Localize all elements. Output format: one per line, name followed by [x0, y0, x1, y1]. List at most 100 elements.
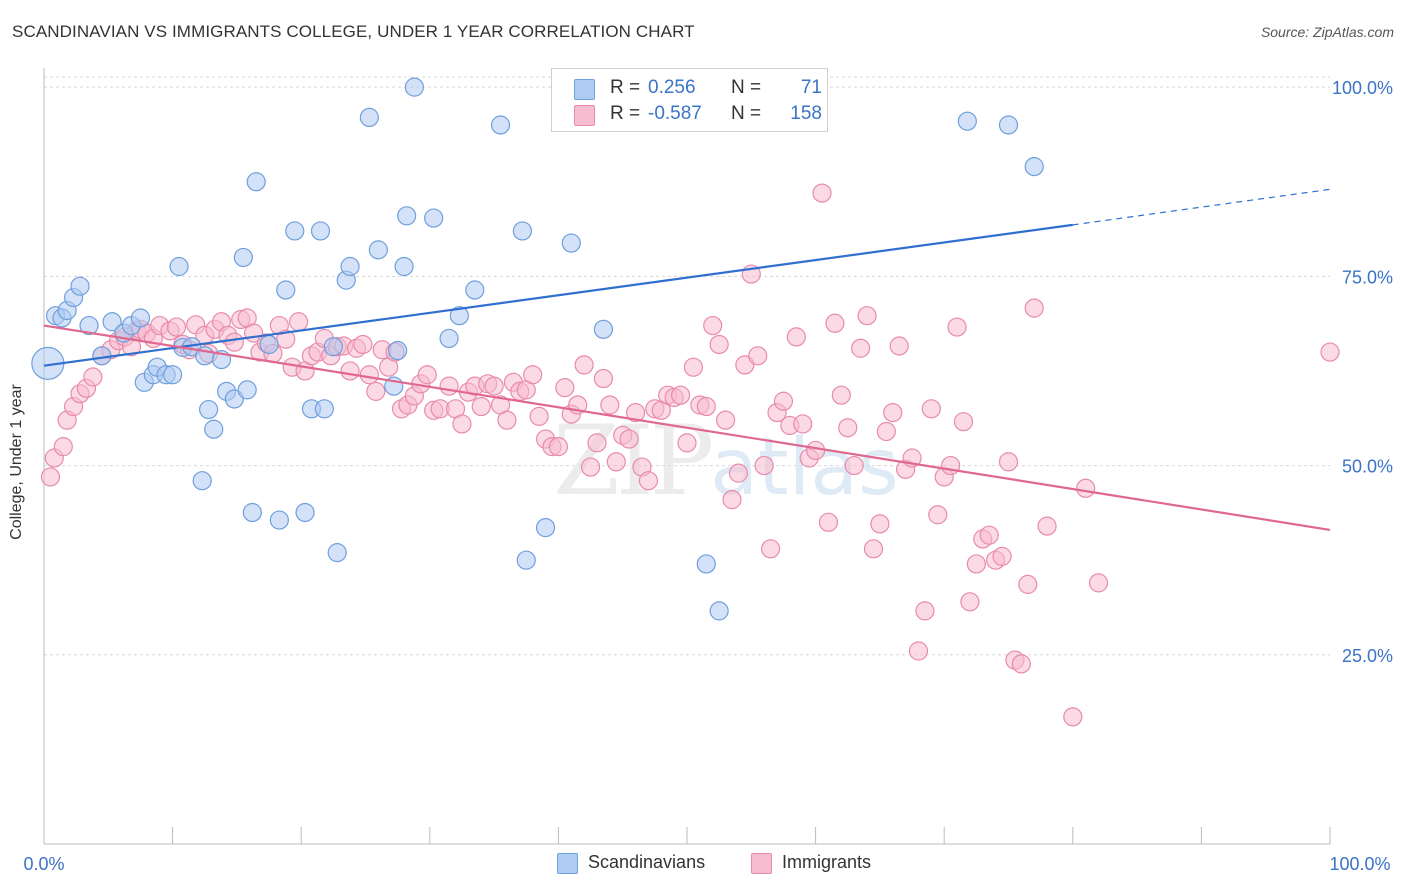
r-value: 0.256 — [648, 77, 696, 98]
pink-swatch — [751, 853, 772, 874]
legend-label: Scandinavians — [588, 852, 706, 872]
immigrant-point — [353, 334, 373, 355]
immigrant-point — [580, 457, 601, 477]
chart-title: SCANDINAVIAN VS IMMIGRANTS COLLEGE, UNDE… — [12, 22, 695, 41]
scandinavian-point — [998, 115, 1019, 135]
immigrant-point — [998, 452, 1019, 472]
immigrant-point — [863, 539, 884, 559]
immigrant-point — [857, 306, 877, 326]
legend-label: Immigrants — [782, 852, 872, 872]
immigrant-point — [1024, 298, 1044, 318]
y-tick-label: 75.0% — [1342, 267, 1393, 287]
immigrant-point — [908, 641, 929, 661]
pink-swatch — [574, 105, 595, 126]
immigrant-point — [574, 355, 594, 375]
immigrant-point — [979, 525, 999, 545]
scandinavian-point — [535, 518, 556, 538]
immigrant-point — [683, 357, 704, 377]
immigrant-point — [670, 385, 691, 405]
n-value: 158 — [790, 103, 822, 124]
scandinavian-point — [233, 247, 253, 268]
immigrant-point — [703, 315, 723, 336]
immigrant-point — [953, 412, 974, 432]
scandinavian-trendline-extension — [1072, 188, 1331, 226]
immigrant-point — [825, 313, 845, 333]
immigrant-point — [728, 463, 749, 483]
scandinavian-point — [259, 334, 279, 355]
immigrant-point — [471, 396, 491, 417]
immigrant-point — [548, 437, 569, 457]
y-tick-label: 50.0% — [1342, 457, 1393, 477]
scandinavian-point — [593, 319, 614, 339]
immigrant-point — [555, 378, 575, 398]
scandinavian-point — [79, 315, 99, 336]
immigrant-point — [960, 592, 980, 612]
immigrant-point — [439, 376, 459, 396]
scandinavian-point — [709, 601, 729, 621]
scandinavian-point — [70, 276, 90, 296]
immigrant-point — [523, 365, 543, 385]
scandinavian-point — [246, 172, 266, 192]
immigrant-point — [966, 554, 986, 574]
source-label: Source: ZipAtlas.com — [1260, 24, 1394, 40]
scandinavian-point — [388, 340, 408, 361]
scandinavian-point — [327, 543, 347, 563]
immigrant-point — [1011, 654, 1031, 674]
immigrant-point — [1063, 707, 1083, 727]
immigrant-point — [600, 395, 620, 415]
immigrant-point — [786, 327, 806, 347]
scandinavian-point — [957, 111, 977, 131]
immigrant-point — [484, 376, 504, 396]
correlation-legend: R = 0.256 N = 71 R = -0.587 N = 158 — [551, 68, 828, 132]
scandinavian-point — [561, 233, 581, 253]
immigrant-point — [812, 183, 832, 203]
scandinavian-point — [368, 240, 388, 260]
scandinavian-point — [199, 399, 219, 420]
immigrant-point — [754, 455, 774, 476]
scandinavian-point — [449, 306, 469, 326]
immigrant-point — [715, 410, 736, 430]
x-tick-label: 0.0% — [23, 854, 64, 874]
immigrant-point — [53, 437, 73, 457]
immigrant-point — [805, 440, 826, 461]
immigrant-point — [818, 512, 839, 532]
immigrant-point — [793, 414, 813, 434]
scandinavian-point — [696, 554, 716, 574]
scandinavian-point — [465, 280, 485, 300]
y-tick-label: 25.0% — [1342, 646, 1393, 666]
scandinavian-point — [310, 221, 331, 241]
immigrant-point — [941, 455, 961, 476]
scandinavian-point — [276, 280, 296, 300]
watermark-zip: ZIP — [553, 405, 714, 517]
immigrant-point — [1018, 574, 1038, 594]
scandinavian-point — [242, 502, 262, 523]
immigrant-point — [587, 433, 607, 453]
immigrant-point — [876, 421, 896, 442]
scandinavian-point — [397, 206, 417, 226]
immigrant-point — [883, 402, 903, 423]
immigrant-point — [593, 368, 614, 389]
immigrant-point — [224, 332, 244, 352]
immigrant-point — [915, 601, 935, 621]
immigrant-point — [992, 546, 1012, 566]
scandinavian-point — [192, 471, 212, 491]
immigrant-point — [921, 399, 941, 419]
immigrant-point — [851, 338, 871, 358]
immigrant-point — [359, 365, 379, 385]
scandinavian-point — [169, 256, 189, 277]
n-label: N = — [731, 103, 762, 124]
scandinavian-trendline — [43, 223, 1073, 367]
scandinavian-point — [323, 337, 343, 357]
immigrant-point — [83, 367, 103, 387]
scandinavian-point — [512, 221, 532, 241]
y-tick-label: 100.0% — [1332, 78, 1393, 98]
immigrant-point — [638, 471, 659, 491]
immigrant-point — [452, 414, 472, 434]
immigrant-point — [696, 396, 716, 417]
immigrant-point — [289, 312, 309, 332]
immigrant-point — [417, 365, 437, 385]
immigrant-point — [838, 418, 858, 438]
immigrant-point — [844, 455, 864, 476]
scandinavian-point — [490, 115, 511, 135]
